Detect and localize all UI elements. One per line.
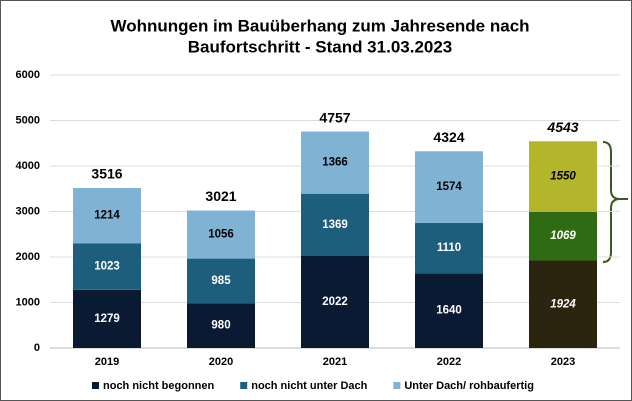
value-label: 1069 xyxy=(550,230,576,242)
bar-segment xyxy=(301,131,369,194)
value-label: 1924 xyxy=(550,298,576,310)
chart-title: Baufortschritt - Stand 31.03.2023 xyxy=(188,37,453,56)
legend-swatch xyxy=(240,382,248,389)
total-label: 4757 xyxy=(319,109,350,125)
y-tick-label: 2000 xyxy=(16,251,40,263)
y-tick-label: 1000 xyxy=(16,296,40,308)
bar-segment xyxy=(529,141,597,212)
legend-swatch xyxy=(92,382,99,389)
x-tick-label: 2022 xyxy=(437,356,461,368)
y-tick-label: 5000 xyxy=(16,114,40,126)
chart-title: Wohnungen im Bauüberhang zum Jahresende … xyxy=(110,16,529,35)
y-tick-label: 4000 xyxy=(16,160,40,172)
total-label: 4543 xyxy=(546,119,578,135)
x-tick-label: 2023 xyxy=(551,356,575,368)
y-tick-label: 6000 xyxy=(16,69,40,81)
x-tick-label: 2020 xyxy=(209,356,233,368)
value-label: 1574 xyxy=(436,181,462,193)
value-label: 1369 xyxy=(322,219,348,231)
value-label: 1214 xyxy=(94,210,120,222)
value-label: 1550 xyxy=(550,171,576,183)
legend-label: noch nicht unter Dach xyxy=(251,380,367,392)
value-label: 1640 xyxy=(436,305,462,317)
bar-segment xyxy=(187,258,255,304)
bar-segment xyxy=(73,289,141,348)
bar-segment xyxy=(529,260,597,348)
total-label: 4324 xyxy=(433,129,464,145)
bar-segment xyxy=(301,255,369,348)
total-label: 3021 xyxy=(205,188,236,204)
value-label: 1279 xyxy=(94,313,120,325)
bar-segment xyxy=(415,222,483,274)
legend-label: Unter Dach/ rohbaufertig xyxy=(404,380,534,392)
value-label: 1110 xyxy=(437,242,461,254)
bar-segment xyxy=(187,210,255,259)
value-label: 985 xyxy=(211,275,231,287)
total-label: 3516 xyxy=(91,166,122,182)
bar-segment xyxy=(415,273,483,348)
value-label: 2022 xyxy=(322,296,348,308)
legend-label: noch nicht begonnen xyxy=(103,380,214,392)
value-label: 1023 xyxy=(94,261,120,273)
bar-segment xyxy=(187,303,255,348)
bar-segment xyxy=(301,193,369,256)
value-label: 980 xyxy=(211,320,230,332)
value-label: 1366 xyxy=(322,157,348,169)
value-label: 1056 xyxy=(208,229,234,241)
bar-segment xyxy=(73,243,141,290)
y-tick-label: 3000 xyxy=(16,205,40,217)
bar-segment xyxy=(529,211,597,261)
y-tick-label: 0 xyxy=(34,342,40,354)
legend-swatch xyxy=(393,382,401,389)
bar-segment xyxy=(73,188,141,244)
x-tick-label: 2019 xyxy=(95,356,119,368)
x-tick-label: 2021 xyxy=(323,356,347,368)
bar-segment xyxy=(415,151,483,223)
